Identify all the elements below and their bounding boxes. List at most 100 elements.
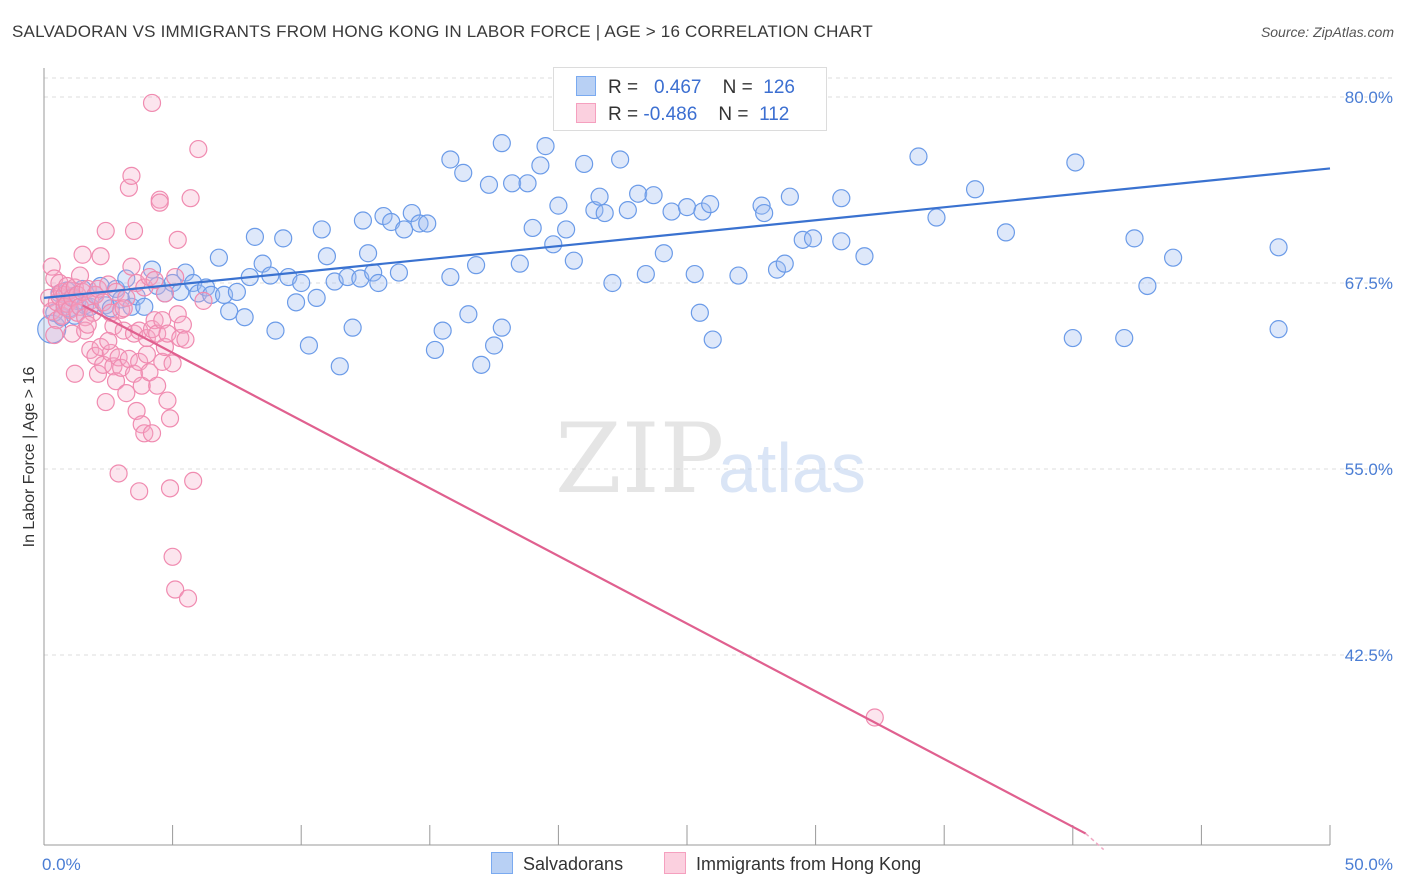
point-hong-kong — [168, 305, 187, 324]
series-hong-kong — [40, 93, 884, 727]
legend-r-value: -0.486 — [643, 104, 698, 125]
point-salvadorans — [117, 269, 136, 288]
point-salvadorans — [1125, 229, 1144, 248]
point-salvadorans — [369, 273, 388, 293]
point-salvadorans — [832, 232, 851, 251]
point-hong-kong — [150, 193, 169, 212]
stats-legend: R = 0.467 N = 126 R = -0.486 N = 112 — [553, 67, 827, 131]
point-salvadorans — [441, 267, 460, 287]
point-salvadorans — [755, 203, 774, 223]
bottom-legend-label: Salvadorans — [523, 854, 624, 874]
point-salvadorans — [266, 321, 285, 340]
point-salvadorans — [703, 330, 722, 349]
grid-lines — [44, 77, 1393, 656]
legend-swatch-blue — [576, 76, 596, 96]
point-salvadorans — [358, 244, 378, 263]
point-hong-kong — [181, 189, 200, 208]
point-salvadorans — [441, 150, 460, 169]
point-salvadorans — [330, 357, 349, 376]
point-hong-kong — [132, 376, 151, 395]
point-salvadorans — [927, 208, 946, 227]
point-salvadorans — [209, 248, 228, 267]
point-salvadorans — [603, 273, 622, 293]
point-hong-kong — [140, 267, 159, 287]
point-hong-kong — [99, 331, 118, 351]
point-salvadorans — [235, 308, 254, 327]
point-salvadorans — [531, 156, 550, 175]
trend-line-hong-kong — [82, 304, 1087, 835]
bottom-legend-swatch-pink — [664, 852, 686, 874]
trend-lines — [43, 167, 1331, 851]
point-salvadorans — [595, 203, 614, 223]
point-hong-kong — [145, 270, 164, 290]
point-hong-kong — [127, 401, 146, 421]
point-salvadorans — [996, 223, 1016, 242]
point-hong-kong — [109, 464, 128, 483]
point-salvadorans — [1138, 276, 1157, 296]
point-salvadorans — [343, 318, 362, 337]
point-hong-kong — [153, 311, 172, 330]
point-salvadorans — [965, 180, 985, 199]
point-salvadorans — [479, 175, 499, 194]
point-salvadorans — [654, 244, 673, 263]
point-salvadorans — [775, 254, 794, 273]
point-hong-kong — [142, 93, 162, 113]
axes — [43, 68, 1331, 846]
y-tick-label: 80.0% — [1345, 88, 1393, 107]
point-hong-kong — [184, 471, 203, 491]
point-hong-kong — [91, 247, 110, 266]
point-salvadorans — [1164, 248, 1183, 267]
point-hong-kong — [137, 345, 156, 364]
chart-title: SALVADORAN VS IMMIGRANTS FROM HONG KONG … — [12, 22, 873, 41]
legend-n-value: 112 — [759, 104, 790, 125]
point-hong-kong — [155, 284, 174, 303]
watermark: ZIP atlas — [555, 403, 866, 515]
point-salvadorans — [636, 264, 655, 284]
point-salvadorans — [729, 266, 748, 285]
point-salvadorans — [394, 220, 414, 239]
point-hong-kong — [130, 482, 149, 501]
point-salvadorans — [245, 227, 265, 246]
watermark-atlas: atlas — [718, 429, 866, 507]
point-hong-kong — [45, 325, 64, 345]
point-salvadorans — [142, 260, 162, 279]
point-salvadorans — [564, 251, 583, 270]
point-salvadorans — [312, 220, 331, 239]
point-hong-kong — [106, 372, 126, 391]
point-salvadorans — [690, 303, 709, 322]
point-hong-kong — [194, 291, 213, 310]
point-salvadorans — [618, 200, 637, 220]
point-hong-kong — [117, 384, 136, 403]
point-salvadorans — [1066, 153, 1085, 172]
point-hong-kong — [168, 230, 187, 249]
bottom-legend-hong-kong: Immigrants from Hong Kong — [664, 852, 921, 875]
point-hong-kong — [122, 257, 141, 276]
point-salvadorans — [1269, 320, 1288, 339]
point-hong-kong — [142, 424, 162, 443]
point-salvadorans — [693, 202, 712, 221]
point-salvadorans — [685, 264, 704, 284]
point-salvadorans — [544, 235, 563, 254]
legend-n-label: N = — [718, 104, 749, 125]
point-salvadorans — [418, 214, 437, 233]
point-hong-kong — [148, 324, 167, 343]
point-salvadorans — [518, 174, 537, 193]
point-salvadorans — [701, 195, 720, 214]
point-hong-kong — [173, 315, 192, 334]
point-salvadorans — [274, 229, 293, 248]
point-salvadorans — [1063, 328, 1082, 348]
legend-r-value: 0.467 — [653, 77, 702, 98]
tick-labels: 80.0% 67.5% 55.0% 42.5% 0.0% 50.0% — [42, 88, 1393, 874]
point-salvadorans — [590, 187, 609, 206]
point-hong-kong — [135, 424, 154, 443]
point-salvadorans — [286, 293, 306, 312]
point-hong-kong — [158, 391, 177, 410]
point-hong-kong — [42, 257, 61, 276]
point-salvadorans — [227, 282, 246, 302]
point-salvadorans — [220, 302, 239, 321]
point-hong-kong — [176, 330, 195, 349]
point-hong-kong — [189, 139, 208, 159]
legend-row-salvadorans: R = 0.467 N = 126 — [576, 76, 795, 99]
point-salvadorans — [780, 187, 799, 206]
point-salvadorans — [433, 321, 452, 340]
